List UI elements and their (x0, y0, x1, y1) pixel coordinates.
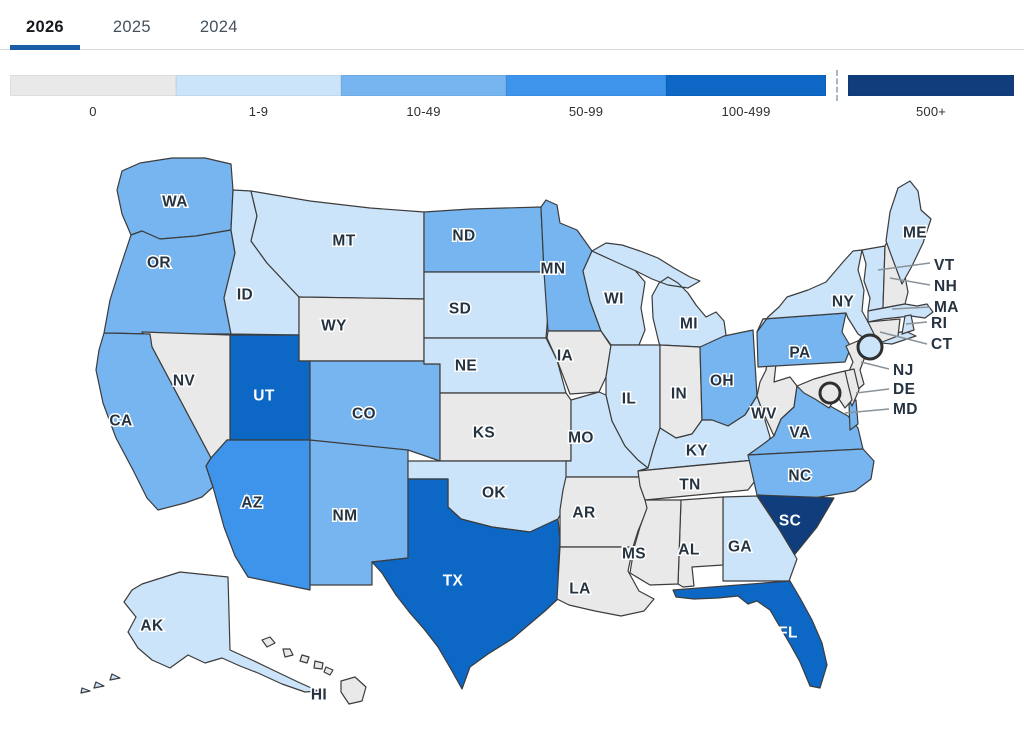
legend-label-2: 10-49 (406, 104, 441, 119)
state-vt[interactable] (861, 245, 886, 312)
callout-label-ct: CT (931, 336, 953, 353)
state-ma[interactable] (867, 303, 934, 323)
active-tab-underline (10, 45, 80, 50)
state-in[interactable] (659, 344, 703, 439)
callout-label-de: DE (893, 381, 915, 398)
state-az[interactable] (205, 439, 311, 591)
callout-line-nh (889, 277, 931, 286)
tab-2024-label: 2024 (199, 18, 238, 36)
legend-label-0: 0 (89, 104, 97, 119)
callout-line-de (855, 388, 890, 394)
legend-bucket-2: 10-49 (341, 75, 506, 119)
legend-swatch-0 (10, 75, 176, 96)
state-ut[interactable] (229, 334, 311, 441)
state-nd[interactable] (423, 206, 545, 273)
callout-line-ri (905, 321, 928, 325)
state-va-eastern-shore (848, 399, 859, 431)
state-ak[interactable] (123, 571, 319, 693)
tab-2025[interactable]: 2025 (97, 12, 167, 49)
alaska-aleutian-islands (80, 673, 121, 694)
legend-swatch-4 (666, 75, 826, 96)
year-tabs: 2026 2025 2024 (0, 0, 1024, 50)
state-la[interactable] (556, 546, 655, 617)
state-wy[interactable] (298, 296, 425, 362)
callout-label-md: MD (893, 401, 918, 418)
jurisdiction-circle-1[interactable] (856, 333, 884, 361)
state-ca[interactable] (95, 332, 214, 511)
legend-label-3: 50-99 (568, 104, 604, 119)
state-ms[interactable] (629, 499, 682, 586)
callout-label-ri: RI (931, 315, 947, 332)
callout-line-nj (860, 361, 890, 370)
state-al[interactable] (677, 496, 724, 588)
legend-label-4: 100-499 (721, 104, 771, 119)
state-or[interactable] (103, 229, 236, 335)
legend-label-5: 500+ (915, 104, 947, 119)
legend-bucket-3: 50-99 (506, 75, 666, 119)
legend-bucket-5: 500+ (848, 75, 1014, 119)
case-count-legend: 0 1-9 10-49 50-99 100-499 500+ (10, 70, 1014, 119)
state-ny[interactable] (756, 249, 917, 345)
state-sd[interactable] (423, 271, 550, 339)
legend-swatch-1 (176, 75, 341, 96)
legend-swatch-3 (506, 75, 666, 96)
callout-label-ma: MA (934, 299, 959, 316)
state-tx[interactable] (371, 478, 561, 690)
callout-line-vt (877, 262, 931, 271)
tab-2026-label: 2026 (26, 18, 64, 36)
legend-bucket-0: 0 (10, 75, 176, 119)
legend-swatch-2 (341, 75, 506, 96)
state-ne[interactable] (423, 337, 567, 394)
legend-bucket-4: 100-499 (666, 75, 826, 119)
callout-label-nj: NJ (893, 362, 914, 379)
callout-label-nh: NH (934, 278, 957, 295)
legend-dashed-divider (826, 70, 848, 119)
state-wa[interactable] (116, 157, 234, 240)
tab-2025-label: 2025 (112, 18, 151, 36)
state-ga[interactable] (722, 495, 798, 582)
callout-line-ma (891, 306, 931, 310)
state-pa[interactable] (756, 312, 852, 368)
state-ks[interactable] (439, 392, 572, 462)
callout-line-ct (879, 331, 928, 345)
legend-swatch-5 (848, 75, 1014, 96)
state-il[interactable] (605, 344, 661, 469)
jurisdiction-circle-2[interactable] (818, 381, 842, 405)
legend-label-1: 1-9 (248, 104, 269, 119)
tab-2024[interactable]: 2024 (184, 12, 254, 49)
state-hi-islands[interactable] (261, 636, 367, 705)
callout-label-vt: VT (934, 257, 955, 274)
tab-2026[interactable]: 2026 (10, 12, 80, 50)
state-fl[interactable] (672, 580, 828, 689)
state-hi (340, 676, 367, 705)
state-nc[interactable] (747, 448, 875, 503)
callout-line-md (844, 408, 890, 414)
legend-bucket-1: 1-9 (176, 75, 341, 119)
state-va[interactable] (747, 385, 864, 456)
